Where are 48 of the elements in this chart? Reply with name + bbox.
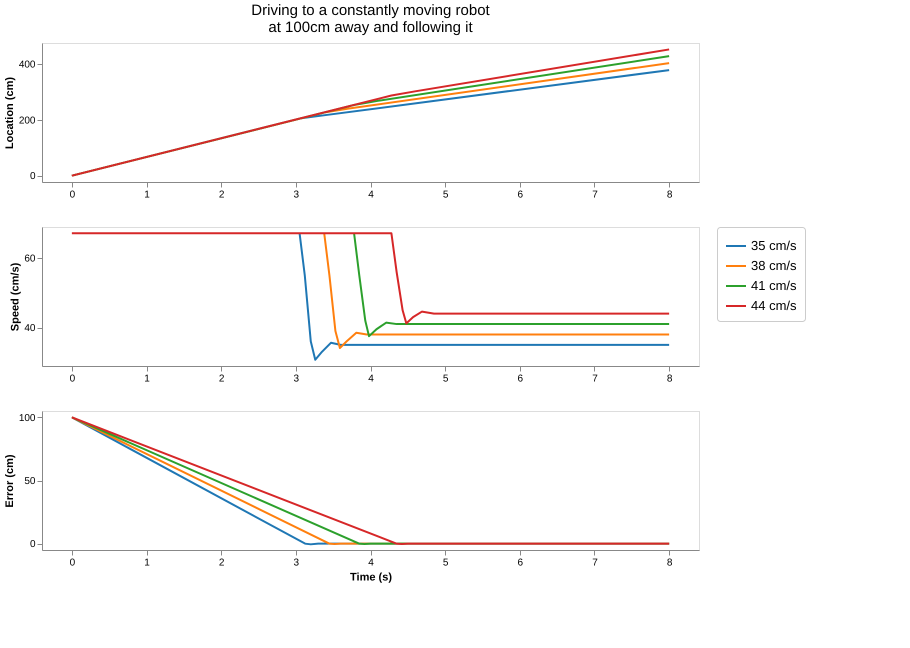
x-tick-label: 7 (592, 558, 598, 568)
x-axis-title: Time (s) (350, 572, 392, 584)
x-tick-label: 0 (70, 558, 76, 568)
y-axis-title: Location (cm) (4, 76, 16, 150)
y-axis-title: Error (cm) (4, 454, 16, 508)
x-tick-label: 4 (368, 558, 374, 568)
x-tick-label: 0 (70, 190, 76, 200)
x-tick-label: 1 (144, 558, 150, 568)
x-tick-label: 6 (518, 190, 524, 200)
y-tick-label: 100 (18, 412, 36, 424)
x-tick-label: 5 (442, 374, 449, 384)
legend-label: 44 cm/s (751, 298, 798, 313)
line-series (70, 232, 670, 324)
x-tick-label: 7 (592, 190, 598, 200)
x-tick-label: 2 (218, 558, 225, 568)
y-tick-label: 200 (18, 115, 36, 126)
x-tick-label: 2 (218, 190, 225, 200)
x-tick-label: 8 (666, 374, 673, 384)
y-tick-label: 60 (24, 254, 36, 265)
y-tick-label: 50 (24, 476, 36, 487)
x-tick-label: 2 (218, 374, 225, 384)
x-tick-label: 8 (666, 190, 673, 200)
y-tick-label: 0 (30, 539, 36, 550)
x-tick-label: 8 (666, 558, 673, 568)
x-tick-label: 7 (592, 374, 598, 384)
legend-label: 38 cm/s (751, 258, 798, 273)
x-tick-label: 0 (70, 374, 76, 384)
y-tick-label: 400 (18, 59, 36, 70)
x-tick-label: 6 (518, 374, 524, 384)
x-tick-label: 1 (144, 190, 150, 200)
x-tick-label: 3 (294, 190, 300, 200)
y-tick-label: 0 (30, 171, 36, 182)
line-series (298, 232, 670, 361)
legend-label: 41 cm/s (751, 278, 798, 293)
x-tick-label: 4 (368, 374, 374, 384)
x-tick-label: 1 (144, 374, 150, 384)
x-tick-label: 4 (368, 190, 374, 200)
y-tick-label: 40 (24, 323, 36, 334)
line-series (323, 232, 670, 349)
line-series (353, 232, 670, 338)
x-tick-label: 6 (518, 558, 524, 568)
x-tick-label: 3 (294, 558, 300, 568)
y-axis-title: Speed (cm/s) (9, 262, 22, 332)
legend-label: 35 cm/s (751, 238, 798, 253)
x-tick-label: 5 (442, 558, 449, 568)
x-tick-label: 3 (294, 374, 300, 384)
chart-title: Driving to a constantly moving robot at 100cm away and following it (251, 2, 491, 36)
x-tick-label: 5 (442, 190, 449, 200)
